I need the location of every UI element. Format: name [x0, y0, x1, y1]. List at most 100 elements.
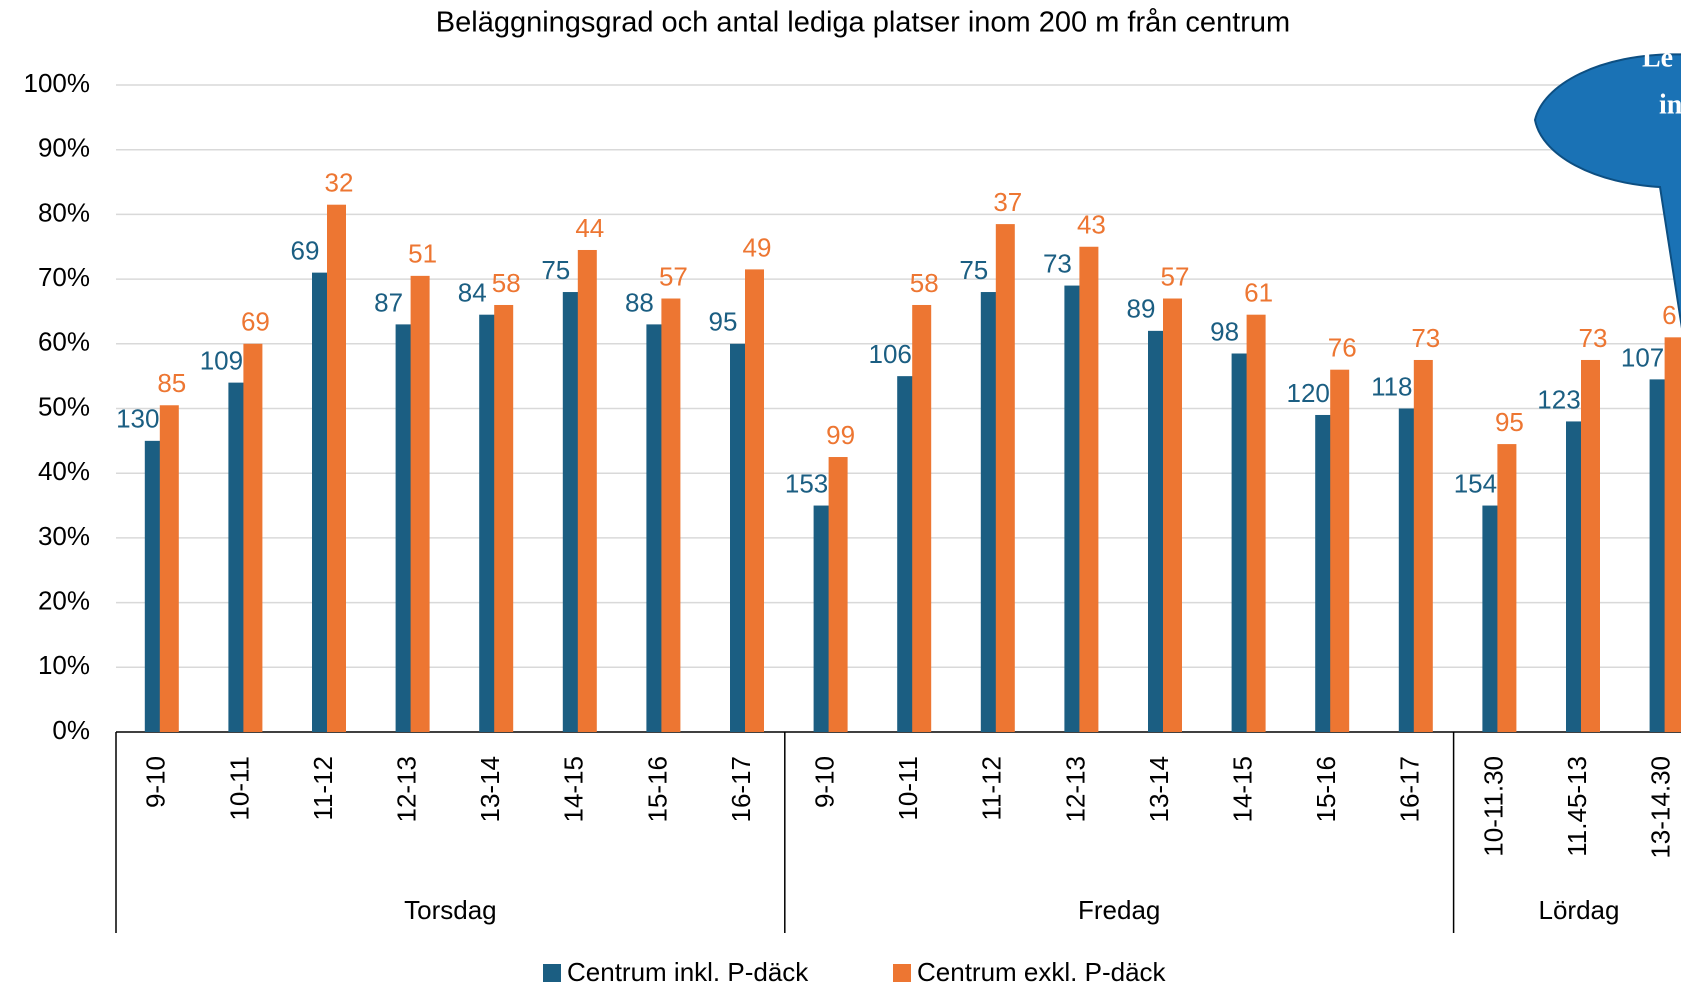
- y-tick-label: 40%: [38, 456, 90, 486]
- bar: [1231, 353, 1251, 732]
- x-tick-label: 11-12: [308, 756, 338, 821]
- data-label: 73: [1579, 323, 1608, 353]
- callout-text: Le: [1642, 42, 1673, 73]
- bar: [144, 440, 164, 732]
- data-label: 95: [1495, 407, 1524, 437]
- bar: [828, 457, 848, 732]
- data-label: 69: [291, 236, 320, 266]
- data-label: 75: [959, 255, 988, 285]
- data-label: 130: [116, 404, 159, 434]
- data-label: 98: [1210, 316, 1239, 346]
- bar: [1163, 298, 1182, 732]
- bar: [159, 405, 179, 732]
- bar: [494, 304, 514, 732]
- data-label: 76: [1328, 333, 1357, 363]
- y-tick-label: 50%: [38, 391, 90, 421]
- x-tick-label: 10-11.30: [1478, 756, 1508, 857]
- data-label: 73: [1411, 323, 1440, 353]
- x-tick-label: 16-17: [726, 756, 756, 823]
- x-tick-label: 10-11: [224, 756, 254, 821]
- group-label: Torsdag: [404, 895, 497, 925]
- bar: [327, 204, 346, 732]
- legend-label: Centrum inkl. P-däck: [567, 957, 809, 987]
- data-label: 109: [200, 345, 243, 375]
- bar: [1330, 369, 1350, 732]
- bar: [646, 324, 666, 732]
- data-label: 61: [1244, 278, 1273, 308]
- bar: [912, 304, 932, 732]
- x-tick-label: 15-16: [1311, 756, 1341, 823]
- data-label: 37: [993, 187, 1022, 217]
- bar: [897, 376, 917, 732]
- data-label: 58: [910, 268, 939, 298]
- data-label: 57: [659, 261, 688, 291]
- data-label: 88: [625, 287, 654, 317]
- x-tick-label: 11-12: [977, 756, 1007, 821]
- x-tick-label: 13-14: [475, 756, 505, 823]
- bar: [410, 275, 430, 732]
- legend-label: Centrum exkl. P-däck: [917, 957, 1167, 987]
- data-label: 153: [785, 468, 828, 498]
- data-label: 107: [1621, 342, 1664, 372]
- bar: [745, 269, 764, 732]
- data-label: 58: [492, 268, 521, 298]
- data-label: 89: [1127, 294, 1156, 324]
- bar: [1566, 421, 1585, 732]
- bar: [1581, 359, 1600, 732]
- bar: [479, 314, 499, 732]
- data-label: 123: [1537, 384, 1580, 414]
- y-tick-label: 20%: [38, 585, 90, 615]
- data-label: 32: [325, 168, 354, 198]
- data-label: 75: [541, 255, 570, 285]
- y-tick-label: 10%: [38, 650, 90, 680]
- bar: [228, 382, 248, 732]
- data-label: 69: [241, 307, 270, 337]
- x-tick-label: 12-13: [1060, 756, 1090, 823]
- bar: [1315, 414, 1335, 732]
- bar: [562, 292, 582, 732]
- data-label: 106: [869, 339, 912, 369]
- data-label: 85: [157, 368, 186, 398]
- data-label: 57: [1161, 261, 1190, 291]
- bar: [661, 298, 681, 732]
- data-label: 118: [1371, 371, 1412, 401]
- bar: [730, 343, 749, 732]
- bar: [1482, 505, 1502, 732]
- y-tick-label: 100%: [24, 68, 91, 98]
- x-tick-label: 15-16: [642, 756, 672, 823]
- x-tick-label: 16-17: [1395, 756, 1425, 823]
- x-tick-label: 12-13: [391, 756, 421, 823]
- legend-swatch: [543, 964, 561, 982]
- bar: [1664, 337, 1681, 732]
- bar: [813, 505, 833, 732]
- x-tick-label: 14-15: [1227, 756, 1257, 823]
- data-label: 154: [1454, 468, 1497, 498]
- bar: [312, 272, 331, 732]
- bar: [1246, 314, 1266, 732]
- bar: [395, 324, 415, 732]
- data-label: 95: [709, 307, 738, 337]
- y-tick-label: 80%: [38, 197, 90, 227]
- data-label: 99: [826, 420, 855, 450]
- x-tick-label: 13-14.30: [1645, 756, 1675, 859]
- data-label: 73: [1043, 248, 1072, 278]
- bar: [1064, 285, 1084, 732]
- data-label: 49: [743, 232, 772, 262]
- data-label: 51: [408, 239, 437, 269]
- bar: [577, 249, 597, 733]
- bar: [1413, 359, 1433, 732]
- bar: [243, 343, 263, 732]
- bar: [995, 224, 1015, 733]
- bar: [980, 292, 1000, 732]
- data-label: 84: [458, 278, 487, 308]
- y-tick-label: 30%: [38, 521, 90, 551]
- x-tick-label: 9-10: [809, 756, 839, 808]
- y-tick-label: 60%: [38, 327, 90, 357]
- callout: [1533, 53, 1681, 329]
- data-label: 67: [1662, 300, 1681, 330]
- group-label: Fredag: [1078, 895, 1160, 925]
- bar: [1398, 408, 1418, 732]
- x-tick-label: 9-10: [141, 756, 171, 808]
- x-tick-label: 10-11: [893, 756, 923, 821]
